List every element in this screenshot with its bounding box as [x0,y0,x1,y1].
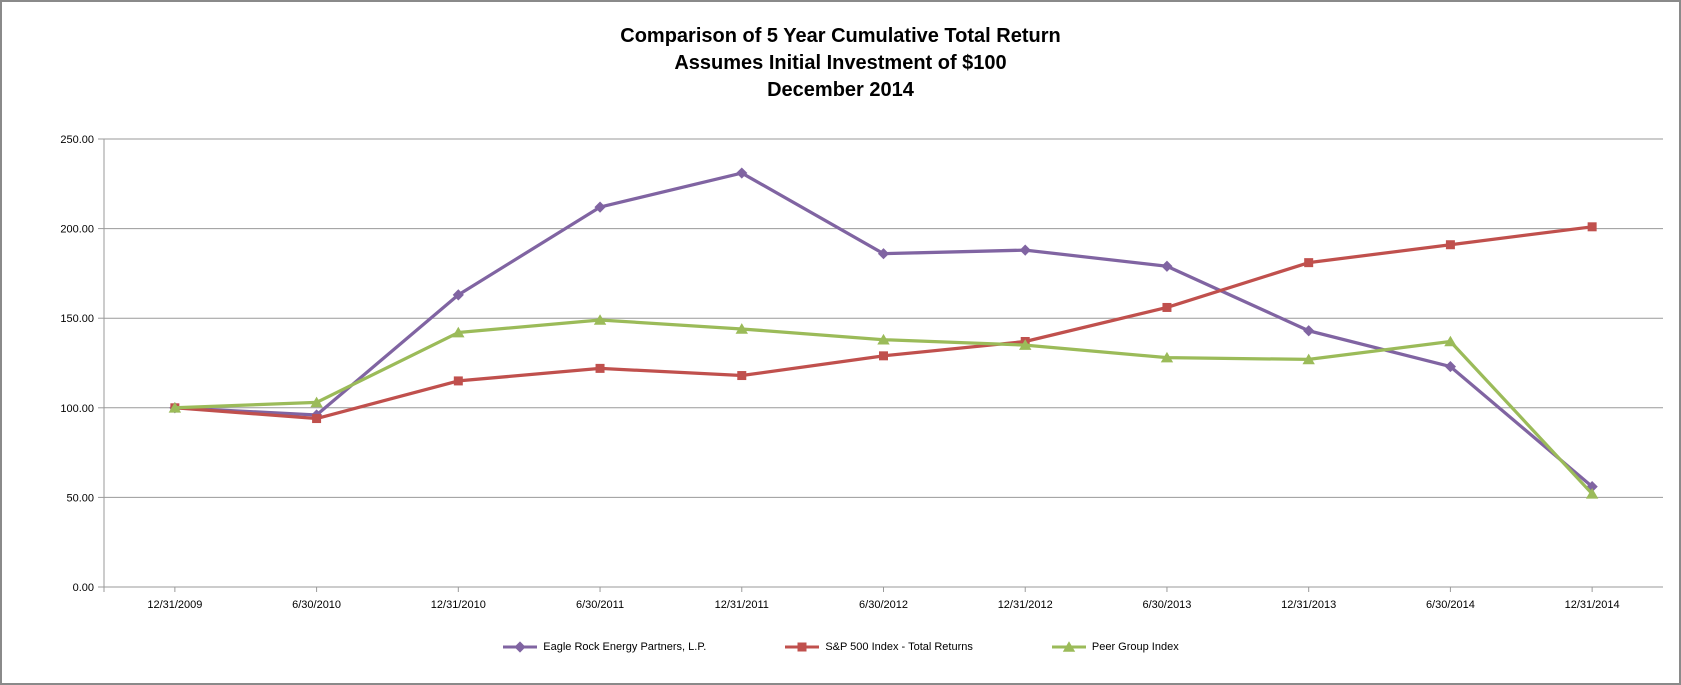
square-data-point [1304,258,1314,268]
triangle-marker-icon [1051,641,1086,652]
triangle-data-point [310,396,323,408]
square-legend-marker [797,642,807,652]
triangle-data-point [877,333,890,345]
legend-label-sp500: S&P 500 Index - Total Returns [825,641,973,653]
square-data-point [453,376,463,386]
y-tick-label: 0.00 [73,582,94,594]
x-tick-label: 6/30/2011 [576,599,624,611]
legend-item-eagle-rock: Eagle Rock Energy Partners, L.P. [502,641,706,653]
triangle-data-point [1302,353,1315,365]
x-tick-label: 12/31/2013 [1281,599,1336,611]
triangle-data-point [1160,351,1174,363]
y-tick-label: 200.00 [60,224,94,236]
diamond-legend-marker [514,641,526,653]
x-tick-label: 12/31/2014 [1565,599,1620,611]
triangle-data-point [735,323,748,334]
legend-item-sp500: S&P 500 Index - Total Returns [784,641,973,653]
x-axis-labels: 12/31/2009 6/30/2010 12/31/2010 6/30/2011 12… [147,587,1620,611]
x-tick-label: 6/30/2013 [1142,599,1191,611]
chart-title: Comparison of 5 Year Cumulative Total Re… [620,25,1061,47]
x-tick-label: 12/31/2010 [431,599,486,611]
y-tick-label: 50.00 [66,492,94,504]
x-tick-label: 12/31/2009 [147,599,202,611]
chart-legend: Eagle Rock Energy Partners, L.P. S&P 500… [2,641,1679,653]
square-data-point [595,363,605,373]
chart-title-block: Comparison of 5 Year Cumulative Total Re… [2,23,1679,104]
square-data-point [737,371,747,381]
diamond-data-point [1019,244,1031,256]
diamond-data-point [1444,360,1457,373]
legend-label-peer-group: Peer Group Index [1091,641,1179,653]
triangle-data-point [1585,488,1599,499]
x-tick-label: 12/31/2011 [715,599,769,611]
triangle-data-point [1019,339,1032,350]
triangle-data-point [168,402,182,413]
diamond-data-point [1303,325,1315,337]
series-line-eagle-rock-energy-partners-l-p [173,171,1594,489]
square-data-point [1587,222,1597,232]
x-tick-label: 6/30/2014 [1426,599,1475,611]
square-data-point [312,414,322,424]
square-marker-icon [785,642,820,652]
triangle-data-point [593,314,607,325]
diamond-data-point [594,201,606,213]
y-tick-label: 250.00 [60,134,94,146]
y-tick-label: 100.00 [60,403,94,415]
x-tick-label: 6/30/2012 [859,599,908,611]
y-tick-label: 150.00 [60,313,94,325]
diamond-data-point [1161,260,1173,272]
chart-subtitle-investment: Assumes Initial Investment of $100 [674,52,1007,74]
triangle-data-point [452,326,465,338]
triangle-data-point [1444,335,1457,347]
chart-subtitle-period: December 2014 [767,79,914,101]
diamond-marker-icon [503,641,538,653]
series-eagle-rock-energy-partners-l-p [169,167,1598,493]
legend-label-eagle-rock: Eagle Rock Energy Partners, L.P. [543,641,707,653]
gridlines-and-y-axis: 0.00 50.00 100.00 150.00 200.00 250.00 [60,134,1663,594]
square-data-point [879,351,888,361]
x-tick-label: 12/31/2012 [998,599,1053,611]
triangle-legend-marker [1062,641,1076,652]
series-line-peer-group-index [173,318,1594,496]
x-tick-label: 6/30/2010 [292,599,341,611]
series-peer-group-index [168,314,1599,499]
legend-item-peer-group: Peer Group Index [1051,641,1179,653]
square-data-point [1445,240,1455,250]
diamond-data-point [736,167,748,179]
diamond-data-point [452,289,464,301]
square-data-point [1162,302,1172,312]
